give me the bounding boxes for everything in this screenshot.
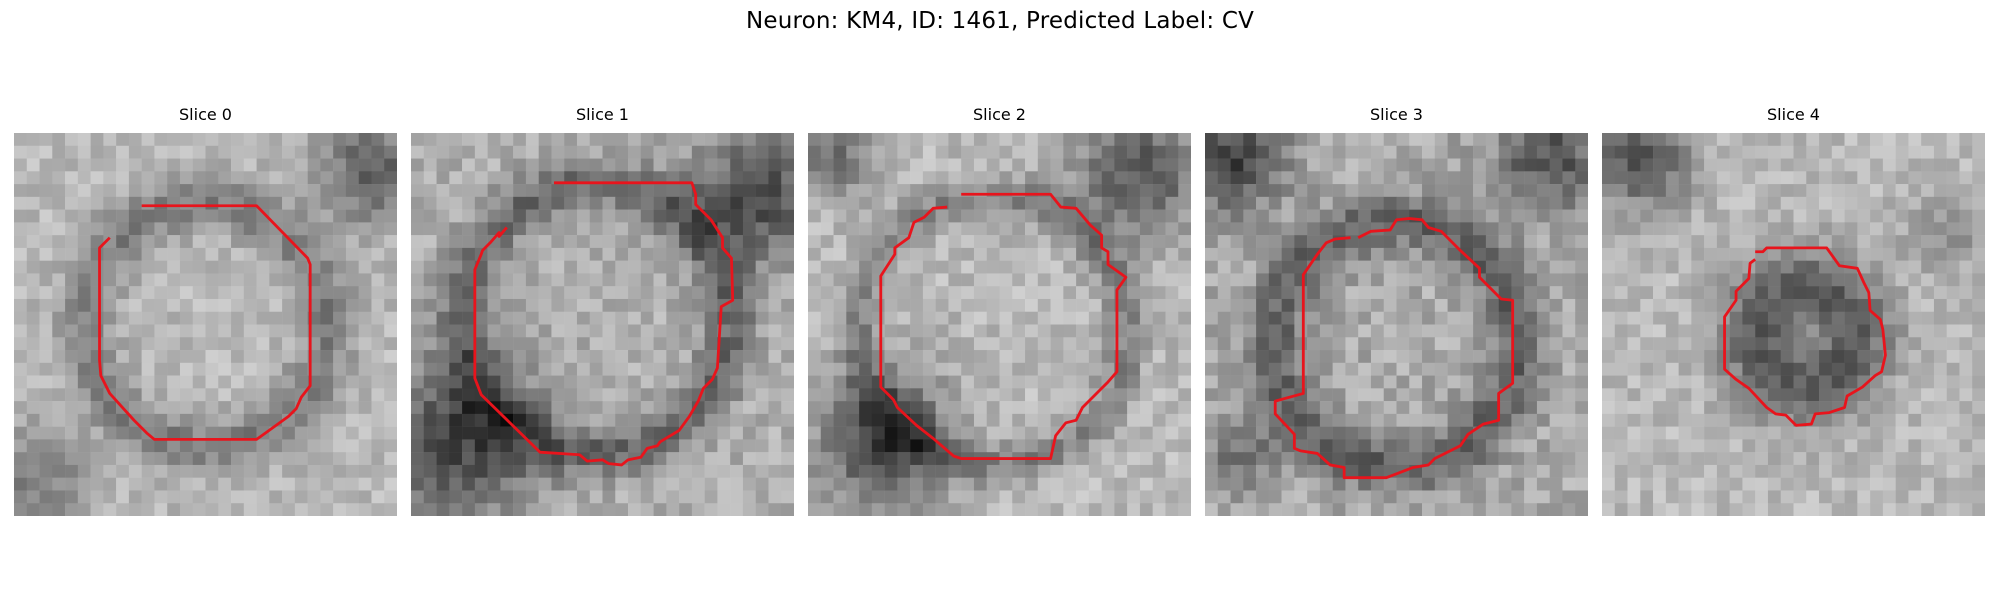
slice-title: Slice 1	[576, 105, 629, 124]
slice-title: Slice 0	[179, 105, 232, 124]
slice-image	[808, 133, 1191, 516]
slice-image	[1205, 133, 1588, 516]
slice-image	[1602, 133, 1985, 516]
slice-image	[411, 133, 794, 516]
segmentation-contour	[98, 204, 312, 441]
segmentation-contour	[879, 192, 1128, 460]
slice-title: Slice 3	[1370, 105, 1423, 124]
segmentation-contour	[1723, 246, 1887, 427]
slice-title: Slice 4	[1767, 105, 1820, 124]
segmentation-contour	[473, 181, 735, 467]
slice-title: Slice 2	[973, 105, 1026, 124]
segmentation-contour	[1273, 217, 1515, 480]
figure-title: Neuron: KM4, ID: 1461, Predicted Label: …	[745, 8, 1255, 34]
slice-image	[14, 133, 397, 516]
